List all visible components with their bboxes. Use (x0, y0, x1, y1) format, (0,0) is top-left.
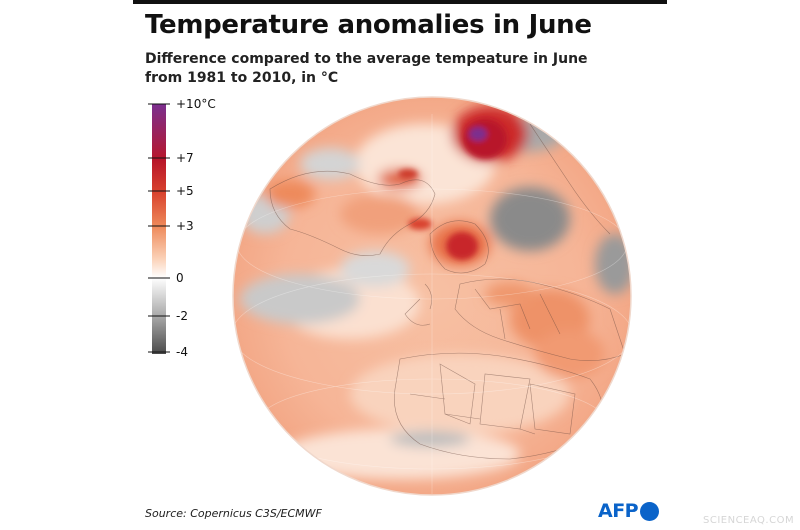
page-title: Temperature anomalies in June (145, 10, 592, 40)
top-rule (133, 0, 667, 4)
anomaly-globe-map (230, 94, 634, 498)
watermark: SCIENCEAQ.COM (703, 515, 795, 526)
afp-logo-dot (640, 501, 660, 521)
page-subtitle: Difference compared to the average tempe… (145, 51, 588, 86)
legend-label-minus-2: -2 (176, 309, 188, 323)
legend-label-plus-10: +10°C (176, 97, 216, 111)
legend-label-plus-3: +3 (176, 219, 194, 233)
source-credit: Source: Copernicus C3S/ECMWF (145, 507, 322, 520)
legend-label-plus-7: +7 (176, 151, 194, 165)
legend-label-minus-4: -4 (176, 345, 188, 359)
globe-outline (232, 96, 632, 496)
afp-logo-text: AFP (598, 500, 639, 522)
afp-logo: AFP (598, 500, 660, 522)
anomaly-hotspots (398, 119, 507, 260)
legend-label-zero: 0 (176, 271, 184, 285)
legend-gradient-bar (152, 104, 166, 354)
color-legend: +10°C +7 +5 +3 0 -2 -4 (140, 96, 230, 366)
globe-svg (232, 96, 632, 496)
legend-label-plus-5: +5 (176, 184, 194, 198)
legend-colorbar (148, 103, 170, 354)
